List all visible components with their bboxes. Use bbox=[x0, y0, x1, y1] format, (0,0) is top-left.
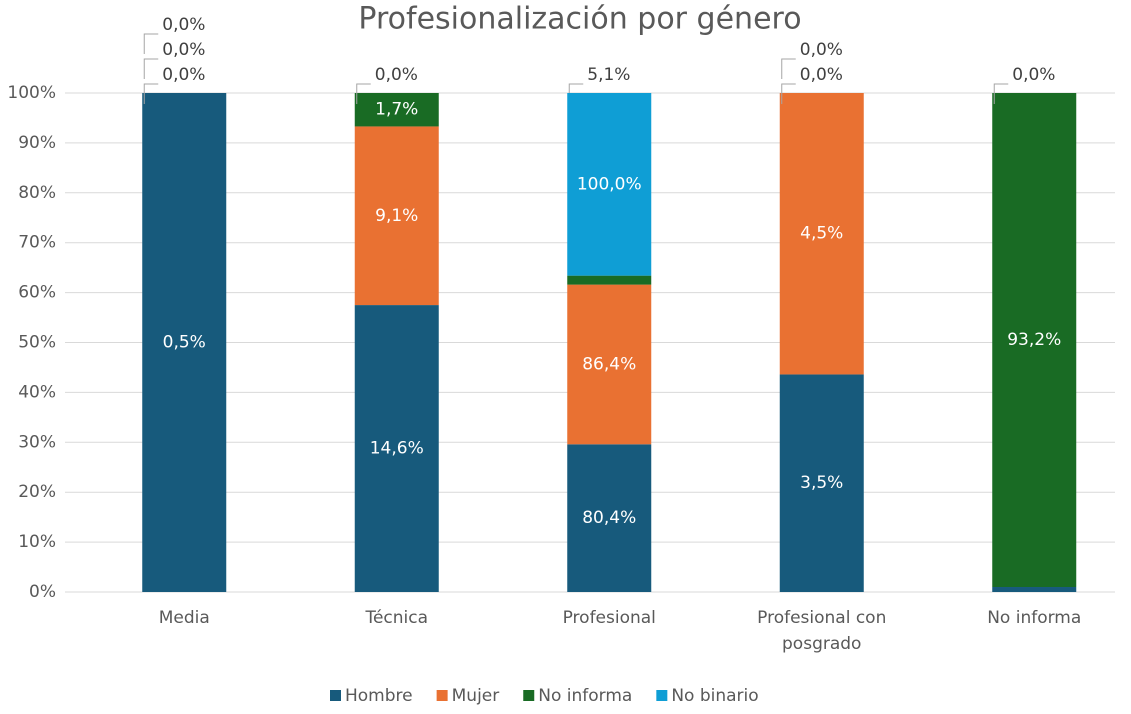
leader-line bbox=[143, 33, 159, 54]
y-tick-label: 80% bbox=[18, 183, 56, 203]
data-label: 80,4% bbox=[582, 508, 636, 528]
x-tick-label-box: No informa bbox=[987, 608, 1082, 628]
bar-segment bbox=[992, 93, 1077, 588]
legend-label: Hombre bbox=[345, 686, 413, 706]
data-label: 93,2% bbox=[1007, 330, 1061, 350]
x-tick-label-box: Media bbox=[158, 608, 210, 628]
bar-segment bbox=[567, 284, 652, 445]
leader-line bbox=[143, 58, 159, 79]
y-tick-label: 20% bbox=[18, 482, 56, 502]
bar-segment bbox=[567, 93, 652, 276]
legend-label: Mujer bbox=[452, 686, 500, 706]
x-tick-label: Profesional bbox=[562, 608, 656, 628]
bar-segment bbox=[567, 444, 652, 592]
y-tick-label: 50% bbox=[18, 333, 56, 353]
y-tick-label: 100% bbox=[7, 83, 56, 103]
leader-line bbox=[781, 83, 796, 104]
y-tick-label: 90% bbox=[18, 133, 56, 153]
data-label: 0,0% bbox=[1012, 65, 1055, 85]
legend-swatch bbox=[656, 690, 668, 701]
legend-swatch bbox=[523, 690, 535, 701]
chart-title: Profesionalización por género bbox=[358, 2, 801, 37]
data-label: 1,7% bbox=[375, 100, 418, 120]
legend-swatch bbox=[330, 690, 341, 701]
bar-segment bbox=[354, 93, 439, 127]
x-tick-label-box: Profesional bbox=[562, 608, 656, 628]
data-label: 14,6% bbox=[370, 439, 424, 459]
data-label: 100,0% bbox=[577, 174, 642, 194]
data-label: 4,5% bbox=[800, 224, 843, 244]
bar-segment bbox=[354, 126, 439, 306]
y-tick-label: 70% bbox=[18, 233, 56, 253]
y-tick-label: 40% bbox=[18, 382, 56, 402]
data-label: 0,5% bbox=[163, 333, 206, 353]
x-tick-label-box: Técnica bbox=[365, 608, 429, 628]
bar-segment bbox=[779, 93, 864, 375]
leader-line bbox=[781, 58, 796, 79]
x-tick-label: Media bbox=[158, 608, 210, 628]
legend-label: No binario bbox=[671, 686, 758, 706]
data-label: 86,4% bbox=[582, 354, 636, 374]
bar-segment bbox=[567, 275, 652, 285]
data-label: 0,0% bbox=[375, 65, 418, 85]
bar-segment bbox=[354, 305, 439, 592]
y-tick-label: 60% bbox=[18, 283, 56, 303]
data-label: 0,0% bbox=[800, 65, 843, 85]
legend-swatch bbox=[436, 690, 448, 701]
data-label: 5,1% bbox=[587, 65, 630, 85]
leader-line bbox=[143, 83, 159, 104]
data-label: 0,0% bbox=[162, 40, 205, 60]
y-tick-label: 0% bbox=[29, 582, 56, 602]
bar-segment bbox=[992, 587, 1077, 592]
legend-label: No informa bbox=[538, 686, 632, 706]
bar-segment bbox=[779, 374, 864, 592]
x-tick-label-box: Profesional con posgrado bbox=[757, 608, 887, 654]
x-tick-label: Técnica bbox=[365, 608, 429, 628]
data-label: 0,0% bbox=[162, 65, 205, 85]
x-tick-label: No informa bbox=[987, 608, 1082, 628]
y-tick-label: 10% bbox=[18, 532, 56, 552]
y-tick-label: 30% bbox=[18, 432, 56, 452]
leader-line bbox=[993, 83, 1009, 104]
bar-segment bbox=[142, 93, 227, 592]
data-label: 0,0% bbox=[800, 40, 843, 60]
data-label: 0,0% bbox=[162, 15, 205, 35]
data-label: 3,5% bbox=[800, 473, 843, 493]
x-tick-label: Profesional con posgrado bbox=[757, 608, 887, 654]
leader-line bbox=[356, 83, 371, 104]
data-label: 9,1% bbox=[375, 206, 418, 226]
